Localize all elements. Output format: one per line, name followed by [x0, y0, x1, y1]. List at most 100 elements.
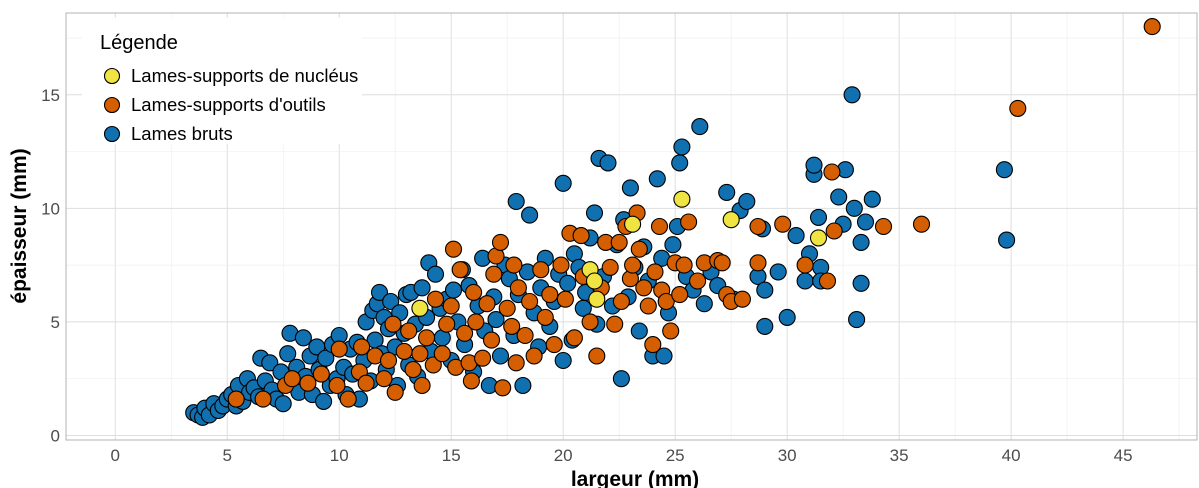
x-tick-label: 15	[442, 446, 461, 465]
point-lames-supports-d-outils	[532, 261, 550, 279]
x-tick-label: 0	[111, 446, 120, 465]
point-lames-supports-de-nucl-us	[673, 190, 691, 208]
point-lames-bruts	[261, 354, 279, 372]
point-lames-supports-de-nucl-us	[411, 299, 429, 317]
point-lames-supports-d-outils	[384, 315, 402, 333]
point-lames-bruts	[630, 322, 648, 340]
point-lames-supports-d-outils	[474, 349, 492, 367]
point-lames-bruts	[852, 233, 870, 251]
point-lames-supports-d-outils	[657, 292, 675, 311]
point-lames-supports-d-outils	[565, 329, 583, 347]
point-lames-supports-d-outils	[912, 215, 931, 233]
point-lames-supports-d-outils	[438, 315, 456, 333]
point-lames-supports-d-outils	[357, 374, 375, 392]
point-lames-supports-d-outils	[328, 376, 346, 395]
point-lames-supports-d-outils	[635, 279, 653, 297]
point-lames-supports-d-outils	[491, 233, 510, 251]
point-lames-bruts	[863, 190, 881, 208]
point-lames-supports-d-outils	[400, 322, 418, 340]
point-lames-supports-d-outils	[545, 336, 563, 354]
y-axis-title: épaisseur (mm)	[8, 148, 31, 303]
x-tick-label: 30	[778, 446, 797, 465]
point-lames-bruts	[671, 154, 689, 172]
point-lames-supports-d-outils	[456, 324, 474, 342]
point-lames-supports-d-outils	[1009, 99, 1027, 117]
point-lames-bruts	[585, 204, 604, 222]
plot-frame	[65, 12, 1198, 441]
x-tick-label: 5	[223, 446, 232, 465]
point-lames-supports-d-outils	[498, 299, 516, 317]
axis-ticks: 0 5 10 15 20 25 30 35 40 45 0 5 10 15	[41, 86, 1132, 465]
point-lames-supports-d-outils	[467, 313, 485, 331]
point-lames-bruts	[444, 281, 463, 299]
point-lames-supports-d-outils	[541, 286, 559, 304]
point-lames-supports-de-nucl-us	[588, 290, 606, 308]
point-lames-supports-d-outils	[639, 297, 657, 315]
point-lames-bruts	[848, 311, 866, 329]
y-tick-label: 10	[41, 199, 60, 218]
legend-background	[82, 18, 362, 144]
point-lames-supports-d-outils	[818, 272, 837, 290]
point-lames-bruts	[370, 283, 389, 301]
point-lames-bruts	[514, 376, 532, 395]
point-lames-supports-d-outils	[796, 256, 814, 274]
point-lames-supports-d-outils	[521, 292, 539, 311]
x-tick-label: 20	[554, 446, 573, 465]
point-lames-supports-d-outils	[662, 322, 680, 340]
point-lames-bruts	[274, 395, 292, 413]
point-lames-supports-d-outils	[572, 227, 590, 245]
point-lames-bruts	[995, 161, 1013, 179]
point-lames-supports-d-outils	[552, 256, 570, 274]
point-lames-supports-d-outils	[505, 256, 523, 274]
point-lames-bruts	[695, 295, 713, 313]
point-lames-supports-d-outils	[299, 374, 317, 392]
point-lames-bruts	[491, 347, 510, 365]
point-lames-supports-d-outils	[444, 240, 463, 258]
y-tick-label: 15	[41, 86, 60, 105]
point-lames-bruts	[852, 274, 870, 292]
point-lames-supports-d-outils	[733, 290, 751, 308]
x-tick-label: 35	[890, 446, 909, 465]
point-lames-bruts	[787, 227, 805, 245]
point-lames-supports-d-outils	[478, 295, 496, 313]
legend: Légende Lames-supports de nucléus Lames-…	[82, 18, 362, 144]
point-lames-supports-d-outils	[516, 326, 534, 345]
point-lames-bruts	[554, 351, 572, 370]
point-lames-bruts	[621, 179, 639, 197]
point-lames-supports-d-outils	[624, 256, 642, 274]
point-lames-supports-d-outils	[254, 390, 272, 408]
point-lames-supports-d-outils	[556, 290, 574, 308]
point-lames-supports-d-outils	[227, 390, 245, 408]
point-lames-supports-de-nucl-us	[809, 229, 828, 247]
legend-title: Légende	[100, 32, 178, 54]
point-lames-bruts	[769, 263, 787, 281]
point-lames-bruts	[718, 183, 736, 201]
point-lames-bruts	[756, 281, 774, 299]
point-lames-bruts	[294, 329, 312, 347]
point-lames-supports-d-outils	[713, 254, 731, 272]
point-lames-supports-d-outils	[874, 217, 893, 236]
point-lames-supports-d-outils	[601, 258, 619, 276]
point-lames-supports-d-outils	[418, 329, 436, 347]
point-lames-supports-de-nucl-us	[624, 215, 642, 233]
point-lames-supports-d-outils	[610, 233, 628, 251]
data-points	[185, 18, 1161, 426]
point-lames-supports-d-outils	[650, 217, 669, 236]
point-lames-supports-d-outils	[1143, 18, 1161, 36]
point-lames-supports-d-outils	[451, 261, 469, 279]
point-lames-bruts	[998, 231, 1016, 249]
x-tick-label: 10	[330, 446, 349, 465]
point-lames-bruts	[809, 208, 828, 226]
legend-key-bruts	[103, 125, 121, 143]
legend-key-nucleus	[103, 67, 121, 85]
point-lames-bruts	[612, 370, 630, 388]
point-lames-supports-d-outils	[424, 356, 442, 374]
point-lames-supports-d-outils	[630, 240, 648, 258]
point-lames-supports-d-outils	[509, 279, 527, 297]
point-lames-bruts	[664, 236, 682, 254]
point-lames-bruts	[413, 279, 431, 297]
point-lames-bruts	[738, 192, 756, 211]
point-lames-supports-d-outils	[465, 283, 483, 301]
point-lames-supports-d-outils	[671, 286, 689, 304]
